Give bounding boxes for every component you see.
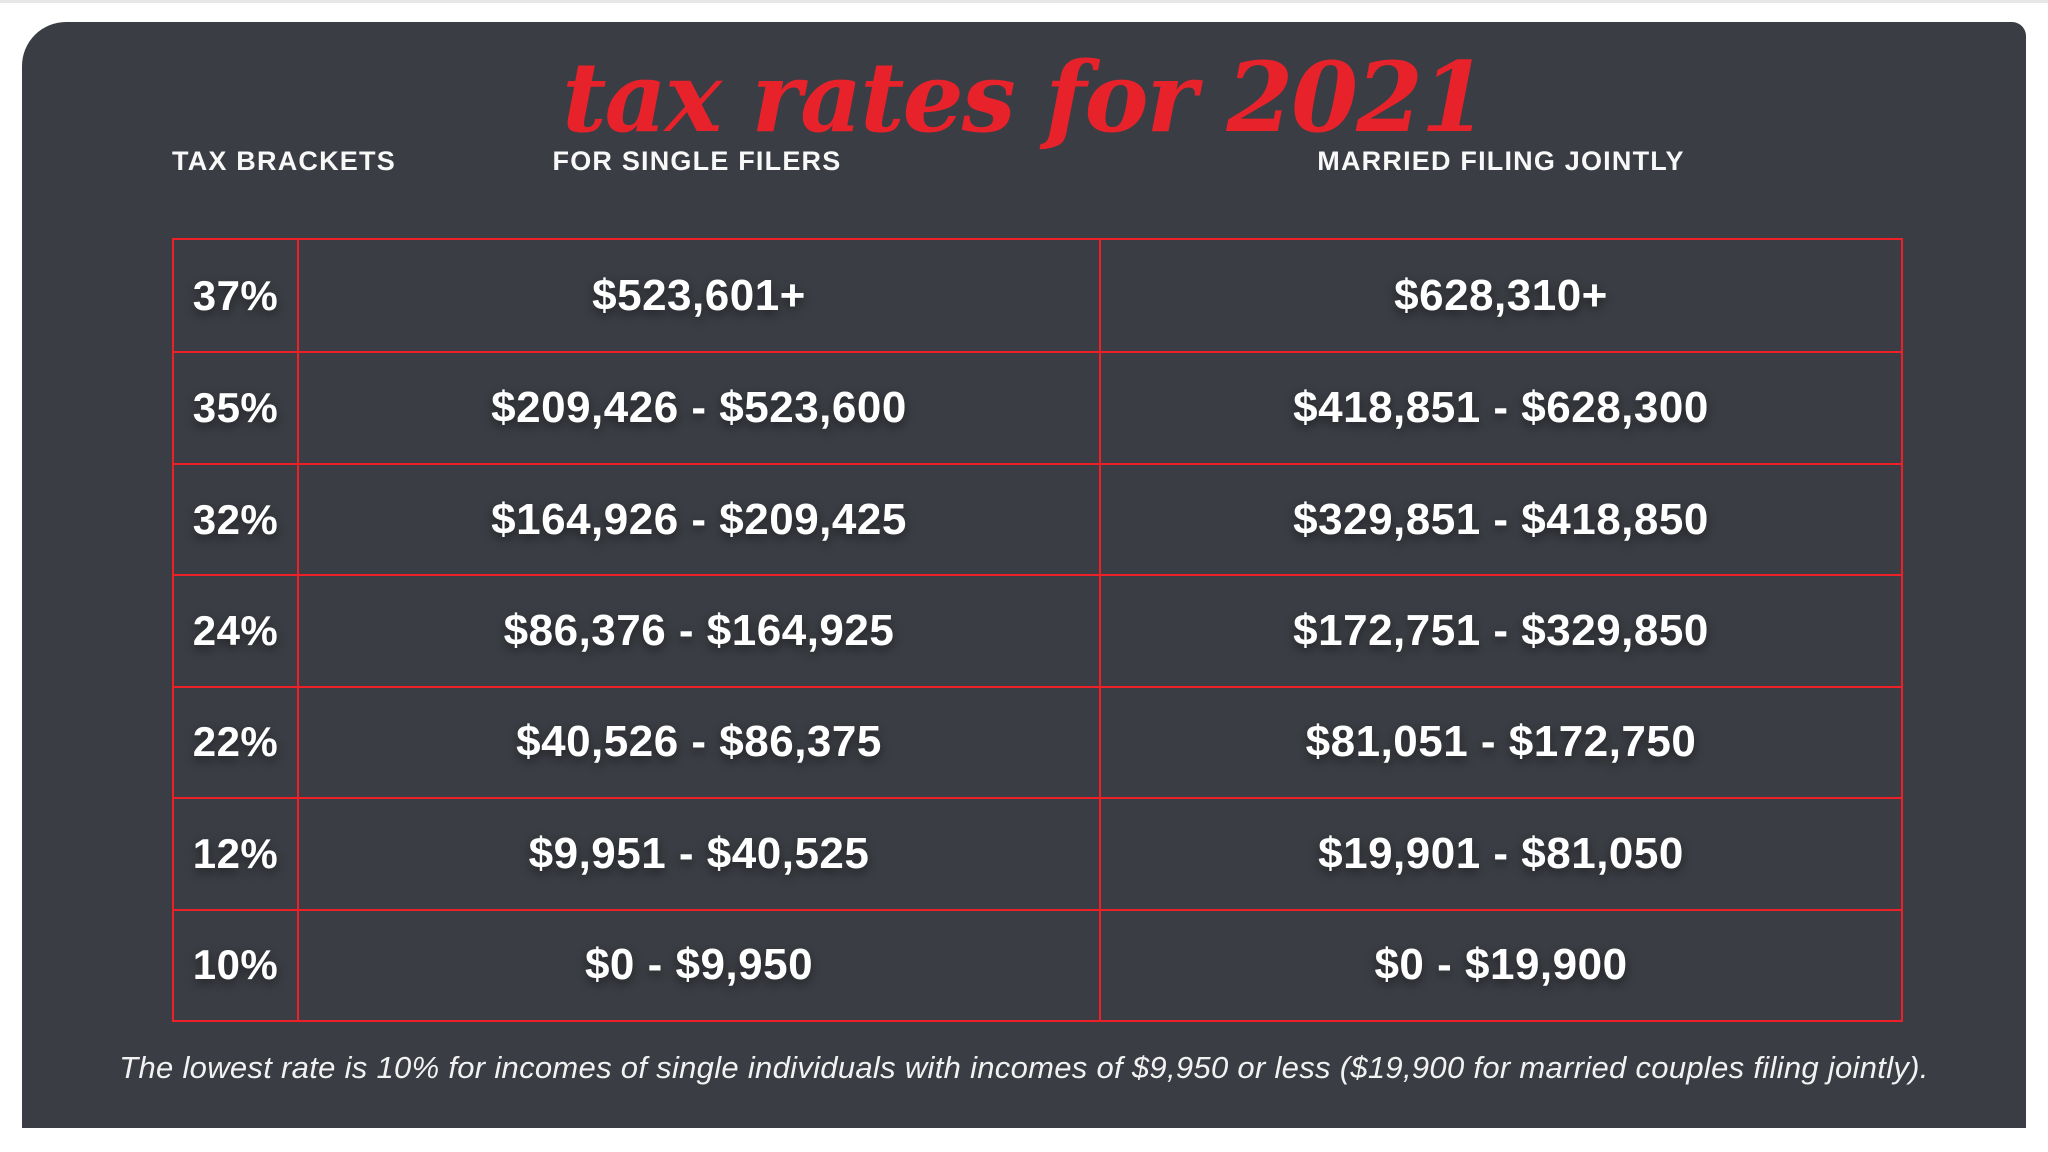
married-range-cell: $329,851 - $418,850 <box>1099 464 1901 575</box>
column-header-single-filers: FOR SINGLE FILERS <box>552 146 842 176</box>
single-range-cell: $209,426 - $523,600 <box>297 353 1099 463</box>
married-range-cell: $81,051 - $172,750 <box>1099 687 1901 798</box>
table-row: 35% $209,426 - $523,600 $418,851 - $628,… <box>174 351 1901 463</box>
single-range-cell: $523,601+ <box>297 240 1099 352</box>
column-header-tax-brackets: TAX BRACKETS <box>172 146 396 176</box>
single-range-cell: $9,951 - $40,525 <box>297 799 1099 909</box>
married-range-cell: $172,751 - $329,850 <box>1099 576 1901 686</box>
page-title: tax rates for 2021 <box>562 41 1487 154</box>
bracket-rate-cell: 37% <box>192 271 279 319</box>
single-range-cell: $0 - $9,950 <box>297 910 1099 1020</box>
married-range-cell: $19,901 - $81,050 <box>1099 799 1901 909</box>
column-headers: TAX BRACKETS FOR SINGLE FILERS MARRIED F… <box>172 146 1903 177</box>
table-row: 22% $40,526 - $86,375 $81,051 - $172,750 <box>174 685 1901 798</box>
tax-brackets-table: 37% $523,601+ $628,310+ 35% $209,426 - $… <box>172 238 1903 1022</box>
table-row: 12% $9,951 - $40,525 $19,901 - $81,050 <box>174 797 1901 909</box>
bracket-rate-cell: 24% <box>192 606 279 654</box>
single-range-cell: $40,526 - $86,375 <box>297 687 1099 798</box>
bracket-rate-cell: 35% <box>192 384 279 432</box>
table-row: 37% $523,601+ $628,310+ <box>174 240 1901 352</box>
married-range-cell: $0 - $19,900 <box>1099 910 1901 1020</box>
married-range-cell: $628,310+ <box>1099 240 1901 352</box>
footnote-text: The lowest rate is 10% for incomes of si… <box>119 1050 1929 1085</box>
bracket-rate-cell: 10% <box>192 941 279 989</box>
screen-top-edge-line <box>0 0 2048 3</box>
single-range-cell: $86,376 - $164,925 <box>297 576 1099 686</box>
table-row: 10% $0 - $9,950 $0 - $19,900 <box>174 908 1901 1020</box>
column-header-married-jointly: MARRIED FILING JOINTLY <box>1317 146 1685 176</box>
single-range-cell: $164,926 - $209,425 <box>297 464 1099 575</box>
bracket-rate-cell: 32% <box>192 495 279 543</box>
table-row: 32% $164,926 - $209,425 $329,851 - $418,… <box>174 462 1901 575</box>
bracket-rate-cell: 22% <box>192 718 279 766</box>
tax-rates-card: tax rates for 2021 TAX BRACKETS FOR SING… <box>22 22 2026 1128</box>
married-range-cell: $418,851 - $628,300 <box>1099 353 1901 463</box>
table-row: 24% $86,376 - $164,925 $172,751 - $329,8… <box>174 574 1901 686</box>
bracket-rate-cell: 12% <box>192 829 279 877</box>
